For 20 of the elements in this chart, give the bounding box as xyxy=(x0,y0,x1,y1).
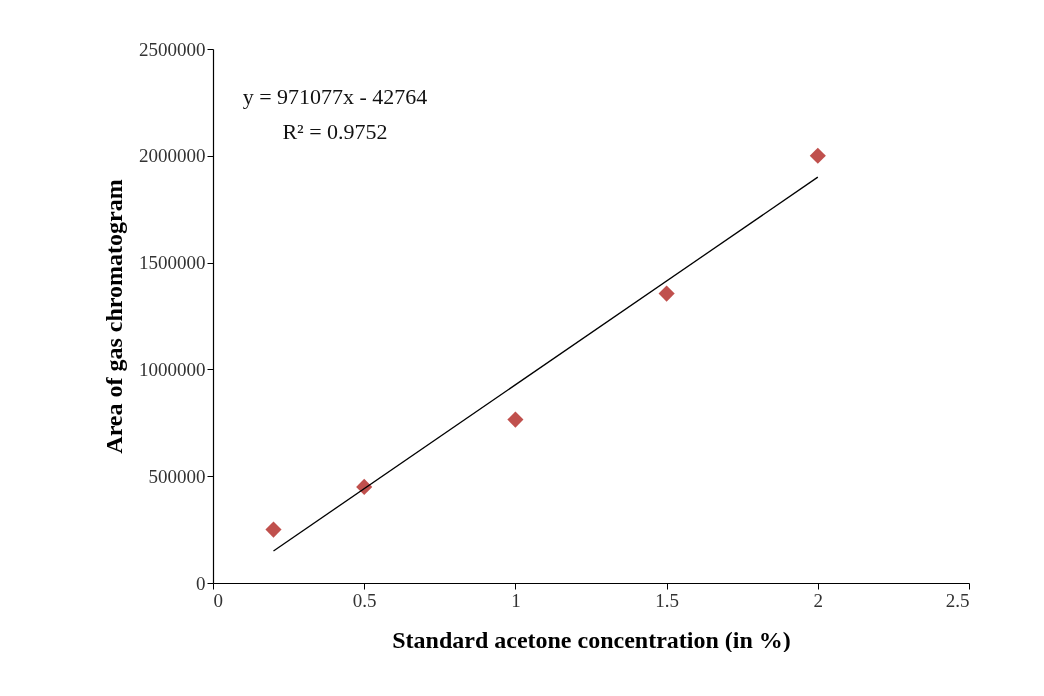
point xyxy=(507,411,524,428)
y-tick-label: 2500000 xyxy=(139,38,206,60)
y-tick-label: 0 xyxy=(196,572,206,594)
annotation: R² = 0.9752 xyxy=(282,119,388,144)
annotation: y = 971077x - 42764 xyxy=(242,84,428,109)
point xyxy=(658,285,675,302)
x-tick-label: 0 xyxy=(213,589,223,611)
x-tick-label: 1.5 xyxy=(655,589,679,611)
x-tick-label: 0.5 xyxy=(352,589,377,611)
point xyxy=(265,521,282,538)
x-tick-label: 2.5 xyxy=(945,589,970,611)
y-tick-label: 500000 xyxy=(148,465,206,487)
x-axis-title: Standard acetone concentration (in %) xyxy=(392,626,791,653)
x-tick-label: 2 xyxy=(813,589,824,611)
y-tick-label: 2000000 xyxy=(139,145,206,167)
x-tick-label: 1 xyxy=(511,589,521,611)
point xyxy=(809,147,826,164)
y-tick-label: 1000000 xyxy=(139,358,206,380)
y-tick-label: 1500000 xyxy=(139,252,206,274)
y-axis-title: Area of gas chromatogram xyxy=(101,179,127,454)
